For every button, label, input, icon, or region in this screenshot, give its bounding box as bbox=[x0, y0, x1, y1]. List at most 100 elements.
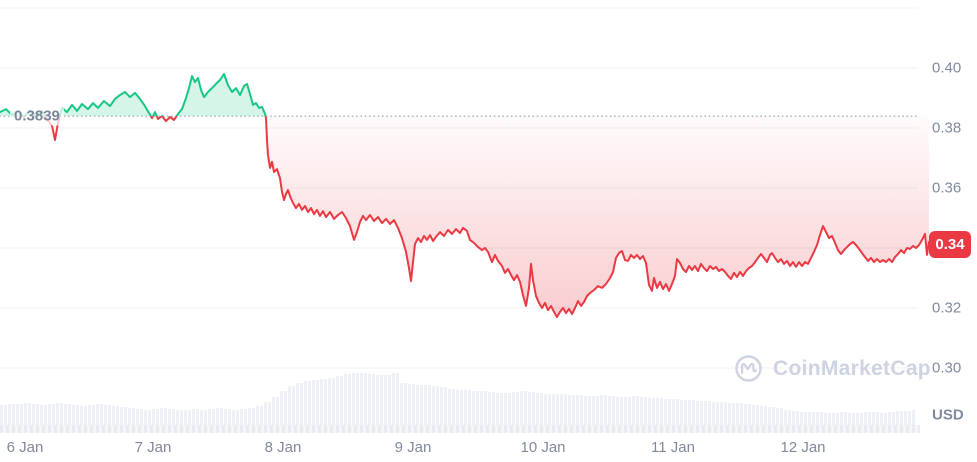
volume-bar bbox=[20, 404, 23, 425]
volume-bar bbox=[592, 396, 595, 425]
volume-bar bbox=[228, 409, 231, 425]
volume-bar bbox=[212, 409, 215, 425]
x-axis: 6 Jan 7 Jan 8 Jan 9 Jan 10 Jan 11 Jan 12 Jan bbox=[0, 439, 977, 461]
volume-bar bbox=[240, 409, 243, 425]
volume-bar bbox=[836, 413, 839, 425]
volume-bar bbox=[496, 393, 499, 425]
volume-bar bbox=[648, 398, 651, 425]
volume-bar bbox=[52, 404, 55, 425]
volume-bar bbox=[824, 413, 827, 425]
volume-bar bbox=[748, 404, 751, 425]
price-chart-canvas[interactable] bbox=[0, 0, 935, 462]
x-tick-label: 8 Jan bbox=[264, 439, 302, 456]
volume-bar bbox=[436, 386, 439, 425]
volume-bar bbox=[272, 397, 275, 425]
volume-bar bbox=[188, 410, 191, 425]
volume-bar bbox=[456, 390, 459, 425]
volume-bar bbox=[196, 409, 199, 425]
volume-bar bbox=[616, 397, 619, 425]
volume-bar bbox=[840, 412, 843, 425]
volume-bar bbox=[744, 404, 747, 425]
timeline-scrollbar[interactable] bbox=[0, 425, 920, 433]
volume-bar bbox=[260, 406, 263, 425]
volume-bar bbox=[900, 411, 903, 425]
volume-bar bbox=[772, 407, 775, 425]
volume-bar bbox=[588, 396, 591, 425]
volume-bar bbox=[516, 392, 519, 425]
y-tick-label: 0.38 bbox=[932, 119, 962, 137]
volume-bar bbox=[896, 411, 899, 425]
volume-bar bbox=[180, 410, 183, 425]
volume-bar bbox=[428, 385, 431, 425]
volume-bar bbox=[340, 376, 343, 425]
volume-bar bbox=[500, 393, 503, 425]
volume-bar bbox=[620, 397, 623, 425]
volume-bar bbox=[716, 402, 719, 425]
volume-bar bbox=[796, 411, 799, 425]
volume-bar bbox=[264, 402, 267, 425]
volume-bar bbox=[860, 413, 863, 425]
volume-bar bbox=[244, 409, 247, 425]
volume-bar bbox=[48, 404, 51, 425]
volume-bar bbox=[380, 375, 383, 425]
volume-bar bbox=[612, 396, 615, 425]
x-tick-label: 11 Jan bbox=[651, 439, 695, 456]
volume-bar bbox=[644, 397, 647, 425]
volume-bar bbox=[484, 391, 487, 425]
volume-bar bbox=[392, 373, 395, 425]
volume-bar bbox=[584, 396, 587, 425]
volume-bar bbox=[192, 409, 195, 425]
volume-bar bbox=[684, 400, 687, 425]
volume-bar bbox=[332, 378, 335, 425]
volume-bar bbox=[152, 409, 155, 425]
volume-bar bbox=[36, 404, 39, 425]
volume-bar bbox=[780, 408, 783, 425]
volume-bar bbox=[128, 408, 131, 425]
volume-bar bbox=[668, 399, 671, 425]
volume-bar bbox=[148, 410, 151, 425]
y-tick-label: 0.40 bbox=[932, 59, 962, 77]
volume-bar bbox=[80, 406, 83, 425]
volume-bar bbox=[476, 391, 479, 425]
volume-bar bbox=[884, 413, 887, 425]
volume-bar bbox=[184, 410, 187, 425]
volume-bar bbox=[320, 379, 323, 425]
volume-bar bbox=[472, 391, 475, 425]
volume-bar bbox=[72, 405, 75, 425]
volume-bar bbox=[416, 385, 419, 425]
volume-bar bbox=[388, 375, 391, 425]
volume-bar bbox=[284, 391, 287, 425]
volume-bar bbox=[776, 408, 779, 425]
volume-bar bbox=[112, 406, 115, 425]
volume-bar bbox=[728, 403, 731, 425]
volume-bar bbox=[220, 408, 223, 425]
volume-bar bbox=[600, 395, 603, 425]
volume-bar bbox=[64, 404, 67, 425]
volume-bar bbox=[664, 399, 667, 425]
volume-bar bbox=[596, 396, 599, 425]
volume-bar bbox=[812, 412, 815, 425]
volume-bar bbox=[652, 398, 655, 425]
volume-bar bbox=[28, 403, 31, 425]
volume-bar bbox=[424, 385, 427, 425]
volume-bar bbox=[280, 391, 283, 425]
x-tick-label: 10 Jan bbox=[520, 439, 566, 456]
volume-bar bbox=[624, 397, 627, 425]
volume-bar bbox=[464, 390, 467, 425]
volume-bar bbox=[96, 404, 99, 425]
volume-bar bbox=[364, 373, 367, 425]
volume-bar bbox=[276, 397, 279, 425]
volume-bar bbox=[708, 401, 711, 425]
volume-bar bbox=[756, 405, 759, 425]
volume-bar bbox=[792, 411, 795, 425]
volume-bar bbox=[888, 412, 891, 425]
volume-bar bbox=[412, 384, 415, 425]
volume-bar bbox=[768, 407, 771, 425]
price-line-down bbox=[21, 116, 930, 318]
volume-bar bbox=[40, 405, 43, 425]
volume-bar bbox=[704, 401, 707, 425]
volume-bar bbox=[892, 412, 895, 425]
volume-bar bbox=[8, 404, 11, 425]
volume-bar bbox=[676, 399, 679, 425]
